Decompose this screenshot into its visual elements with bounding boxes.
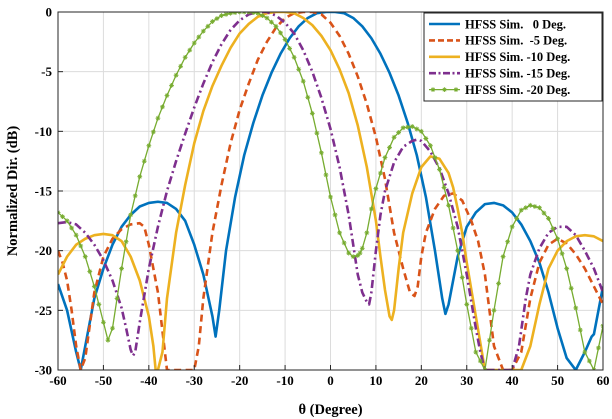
legend: HFSS Sim. 0 Deg. HFSS Sim. -5 Deg. HFSS Si… [423, 12, 603, 102]
x-tick-label: -10 [276, 373, 293, 388]
series-line-3 [58, 12, 603, 370]
x-tick-label: 30 [460, 373, 473, 388]
tick-labels: -60 -50 -40 -30 -20 -10 0 10 20 30 40 50 60 0 -5 -10 -15… [35, 5, 610, 389]
x-axis-label: θ (Degree) [298, 402, 362, 418]
series-line-0 [58, 12, 603, 370]
y-tick-label: 0 [46, 5, 53, 20]
legend-entry-4: HFSS Sim. -20 Deg. [465, 83, 570, 97]
x-tick-label: -40 [140, 373, 157, 388]
series-layer [58, 12, 603, 370]
legend-entry-1: HFSS Sim. -5 Deg. [465, 34, 567, 48]
x-tick-label: 20 [415, 373, 428, 388]
series-line-1 [58, 12, 603, 370]
y-tick-label: -5 [41, 64, 52, 79]
x-tick-label: -60 [49, 373, 66, 388]
legend-marker-4 [430, 87, 459, 92]
y-tick-label: -10 [35, 124, 52, 139]
y-axis-label: Normalized Dir. (dB) [5, 126, 21, 257]
y-tick-label: -30 [35, 363, 52, 378]
legend-entry-2: HFSS Sim. -10 Deg. [465, 50, 570, 64]
series-markers-4 [58, 12, 603, 370]
x-tick-label: 60 [597, 373, 610, 388]
x-tick-label: 50 [551, 373, 564, 388]
x-tick-label: 10 [369, 373, 382, 388]
series-line-2 [58, 12, 603, 370]
x-tick-label: -50 [95, 373, 112, 388]
x-tick-label: 0 [327, 373, 334, 388]
legend-entry-0: HFSS Sim. 0 Deg. [465, 17, 566, 31]
x-tick-label: -30 [186, 373, 203, 388]
x-tick-label: 40 [506, 373, 519, 388]
y-tick-label: -25 [35, 303, 53, 318]
y-tick-label: -20 [35, 243, 52, 258]
legend-entry-3: HFSS Sim. -15 Deg. [465, 67, 570, 81]
y-tick-label: -15 [35, 184, 53, 199]
x-tick-label: -20 [231, 373, 248, 388]
